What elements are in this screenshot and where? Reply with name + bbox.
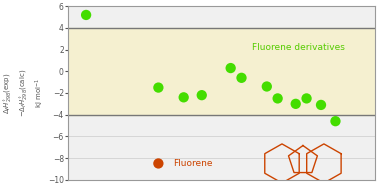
Point	[83, 14, 89, 17]
Point	[293, 102, 299, 105]
Point	[318, 103, 324, 106]
Point	[155, 86, 161, 89]
Point	[332, 120, 338, 123]
Point	[155, 162, 161, 165]
Text: Fluorene: Fluorene	[173, 159, 212, 168]
Point	[275, 97, 281, 100]
Text: Fluorene derivatives: Fluorene derivatives	[252, 43, 345, 52]
Point	[304, 97, 310, 100]
Bar	[68, 28, 375, 115]
Point	[264, 85, 270, 88]
Point	[199, 94, 205, 97]
Point	[239, 76, 245, 79]
Point	[228, 67, 234, 70]
Point	[181, 96, 187, 99]
Y-axis label: $\Delta_f H^{\circ}_{298}$(exp)
$-\Delta_f H^{\circ}_{298}$(calc)
kJ mol$^{-1}$: $\Delta_f H^{\circ}_{298}$(exp) $-\Delta…	[3, 69, 46, 117]
